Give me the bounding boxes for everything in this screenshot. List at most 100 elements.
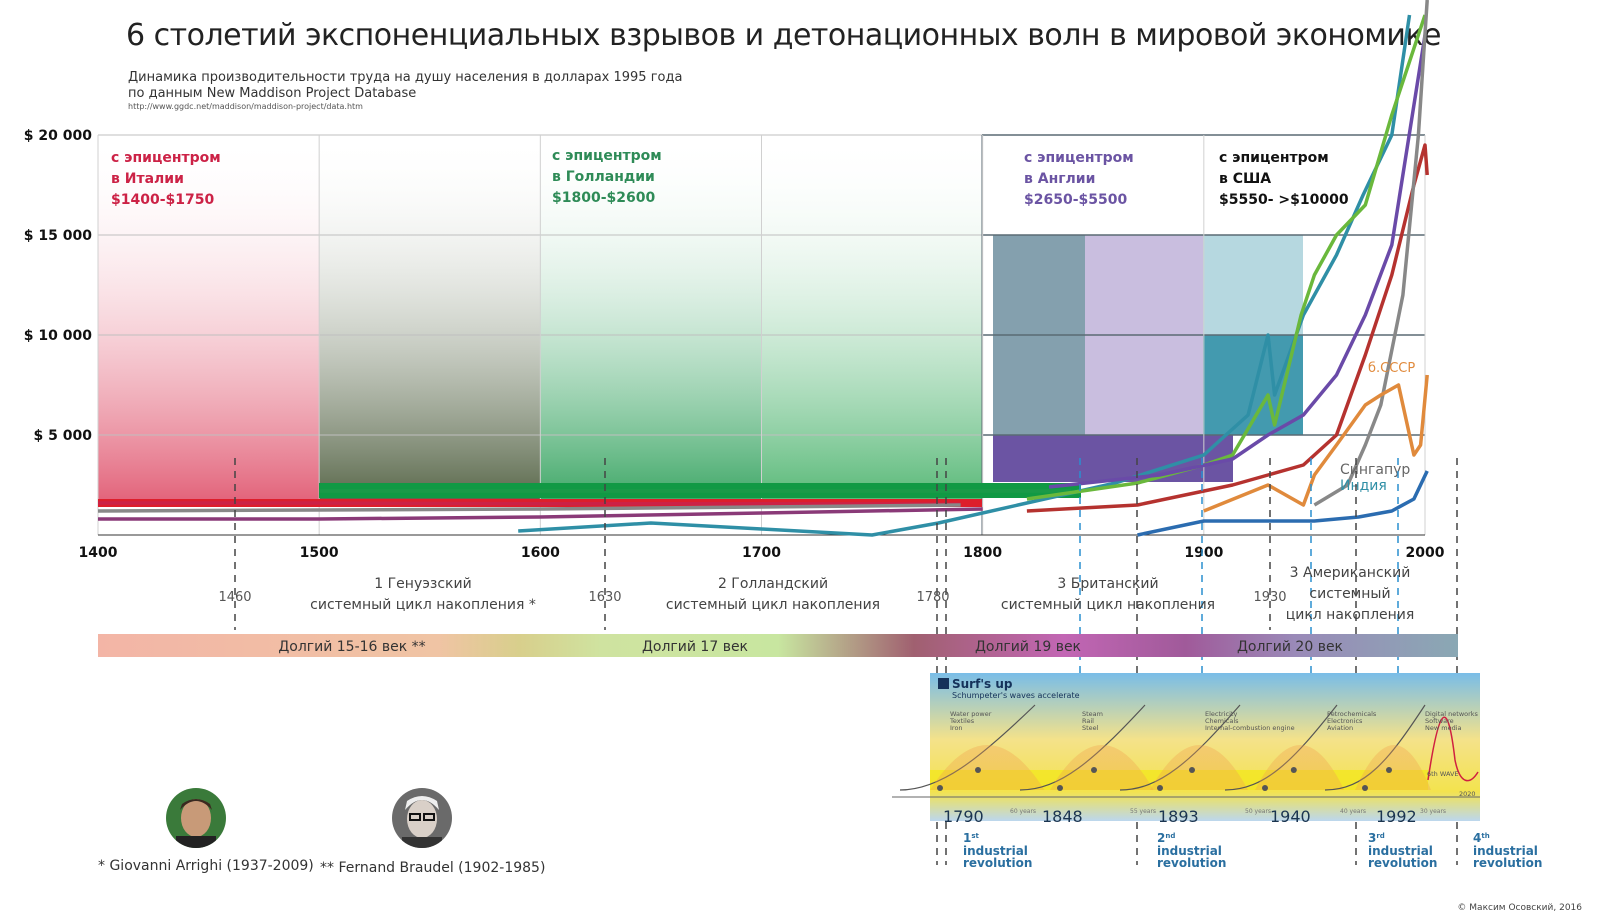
long-century-label: Долгий 15-16 век **	[278, 639, 425, 655]
surf-wave-curve	[1324, 704, 1426, 791]
epicenter-label: $1400-$1750	[111, 192, 214, 208]
surf-wave-curve	[899, 704, 1036, 791]
epicenter-label: в Англии	[1024, 171, 1095, 187]
label-singapore: Сингапур	[1340, 462, 1410, 478]
cycle-year: 1630	[588, 590, 621, 605]
revolution-label: industrial	[963, 844, 1028, 858]
surf-wave-dot	[1262, 785, 1268, 791]
chart-title: 6 столетий экспоненциальных взрывов и де…	[126, 18, 1442, 53]
copyright: © Максим Осовский, 2016	[1457, 903, 1582, 913]
cycle-label: цикл накопления	[1286, 607, 1415, 623]
braudel-photo	[392, 788, 452, 848]
revolution-ordinal: 3rd	[1368, 831, 1385, 845]
surf-wave-label: Digital networks	[1425, 710, 1479, 718]
cycle-label: системный	[1309, 586, 1390, 602]
epicenter-label: $1800-$2600	[552, 190, 655, 206]
surf-wave-dot	[1157, 785, 1163, 791]
epicenter-label: с эпицентром	[1024, 150, 1134, 166]
surf-wave-label: Steam	[1082, 710, 1103, 718]
surf-wave-dot	[975, 767, 981, 773]
arrighi-caption: * Giovanni Arrighi (1937-2009)	[98, 858, 314, 874]
revolution-ordinal: 4th	[1473, 831, 1490, 845]
surf-wave-labels: Water power Textiles Iron Steam Rail Ste…	[949, 710, 1479, 798]
zone-usa-a	[1203, 235, 1303, 335]
surf-wave-label: Rail	[1082, 717, 1094, 725]
cycle-label: системный цикл накопления *	[310, 597, 536, 613]
surf-subtitle: Schumpeter's waves accelerate	[952, 691, 1080, 700]
long-century-label: Долгий 19 век	[975, 639, 1081, 655]
surf-wave-curve	[1119, 704, 1241, 791]
surf-wave-label: New media	[1425, 724, 1462, 732]
cycle-label: 1 Генуэзский	[374, 576, 471, 592]
wave-dividers	[1079, 458, 1399, 800]
surf-waves	[892, 704, 1480, 798]
surf-years: 1790 1848 1893 1940 1992	[943, 807, 1417, 826]
surf-wave-dot	[1362, 785, 1368, 791]
surf-wave-hump	[1150, 745, 1248, 790]
surf-wave-label: Chemicals	[1205, 717, 1239, 725]
surf-wave-label: Textiles	[949, 717, 975, 725]
y-tick-label: $ 15 000	[24, 228, 92, 244]
revolution-label: revolution	[1473, 856, 1542, 870]
surf-wave-hump	[930, 745, 1045, 790]
epicenter-label: в Голландии	[552, 169, 655, 185]
x-tick-label: 1800	[963, 545, 1002, 561]
epicenter-label: с эпицентром	[552, 148, 662, 164]
surf-title: Surf's up	[952, 677, 1013, 691]
surf-wave-hump	[1050, 745, 1154, 790]
label-ussr: б.СССР	[1368, 361, 1415, 376]
surf-year: 1848	[1042, 807, 1083, 826]
surf-wave-dot	[937, 785, 943, 791]
surf-year-2020: 2020	[1459, 790, 1476, 798]
long-century-bar	[98, 634, 1458, 657]
surf-logo-icon	[938, 678, 949, 689]
surf-period-label: 40 years	[1340, 808, 1366, 815]
cycle-label: 3 Британский	[1057, 576, 1158, 592]
surf-wave-label: Software	[1425, 717, 1454, 725]
x-tick-label: 1600	[521, 545, 560, 561]
surf-next-wave-curve	[1427, 716, 1479, 782]
series-line	[1048, 34, 1427, 489]
surf-inset: Surf's up Schumpeter's waves accelerate …	[892, 673, 1542, 870]
label-india: Индия	[1340, 478, 1387, 494]
surf-year: 1940	[1270, 807, 1311, 826]
zone-italy	[98, 135, 319, 507]
series-line	[1313, 0, 1429, 507]
surf-wave-label: Water power	[950, 710, 992, 718]
zone-holland	[540, 135, 761, 507]
revolution-label: industrial	[1368, 844, 1433, 858]
revolution-label: revolution	[1368, 856, 1437, 870]
cycle-year: 1930	[1253, 590, 1286, 605]
y-axis: $ 5 000 $ 10 000 $ 15 000 $ 20 000	[24, 128, 92, 444]
long-century-label: Долгий 20 век	[1237, 639, 1343, 655]
cycle-label: системный цикл накопления	[666, 597, 880, 613]
surf-wave-dot	[1189, 767, 1195, 773]
x-tick-label: 1400	[79, 545, 118, 561]
chart-subtitle-source: по данным New Maddison Project Database	[128, 86, 417, 101]
surf-wave-dot	[1290, 767, 1297, 773]
surf-background	[930, 673, 1480, 821]
series-line	[518, 14, 1412, 537]
surf-wave-hump	[1255, 745, 1345, 790]
surf-wave-hump	[1355, 745, 1431, 790]
y-tick-label: $ 20 000	[24, 128, 92, 144]
surf-wave-label: Iron	[950, 724, 963, 732]
revolution-ordinal: 2nd	[1157, 831, 1175, 845]
x-tick-label: 1500	[300, 545, 339, 561]
surf-wave-label: Electricity	[1205, 710, 1237, 718]
long-century-labels: Долгий 15-16 век ** Долгий 17 век Долгий…	[278, 639, 1343, 655]
surf-wave-label: Electronics	[1327, 717, 1363, 725]
zone-genoa	[319, 135, 540, 507]
series-line	[1203, 374, 1429, 513]
y-tick-label: $ 10 000	[24, 328, 92, 344]
revolution-label: industrial	[1473, 844, 1538, 858]
surf-period-label: 55 years	[1130, 808, 1156, 815]
cycle-label: системный цикл накопления	[1001, 597, 1215, 613]
revolution-label: revolution	[1157, 856, 1226, 870]
surf-period-label: 60 years	[1010, 808, 1036, 815]
long-century-label: Долгий 17 век	[642, 639, 748, 655]
surf-year: 1992	[1376, 807, 1417, 826]
x-tick-label: 1700	[742, 545, 781, 561]
x-tick-label: 1900	[1184, 545, 1223, 561]
